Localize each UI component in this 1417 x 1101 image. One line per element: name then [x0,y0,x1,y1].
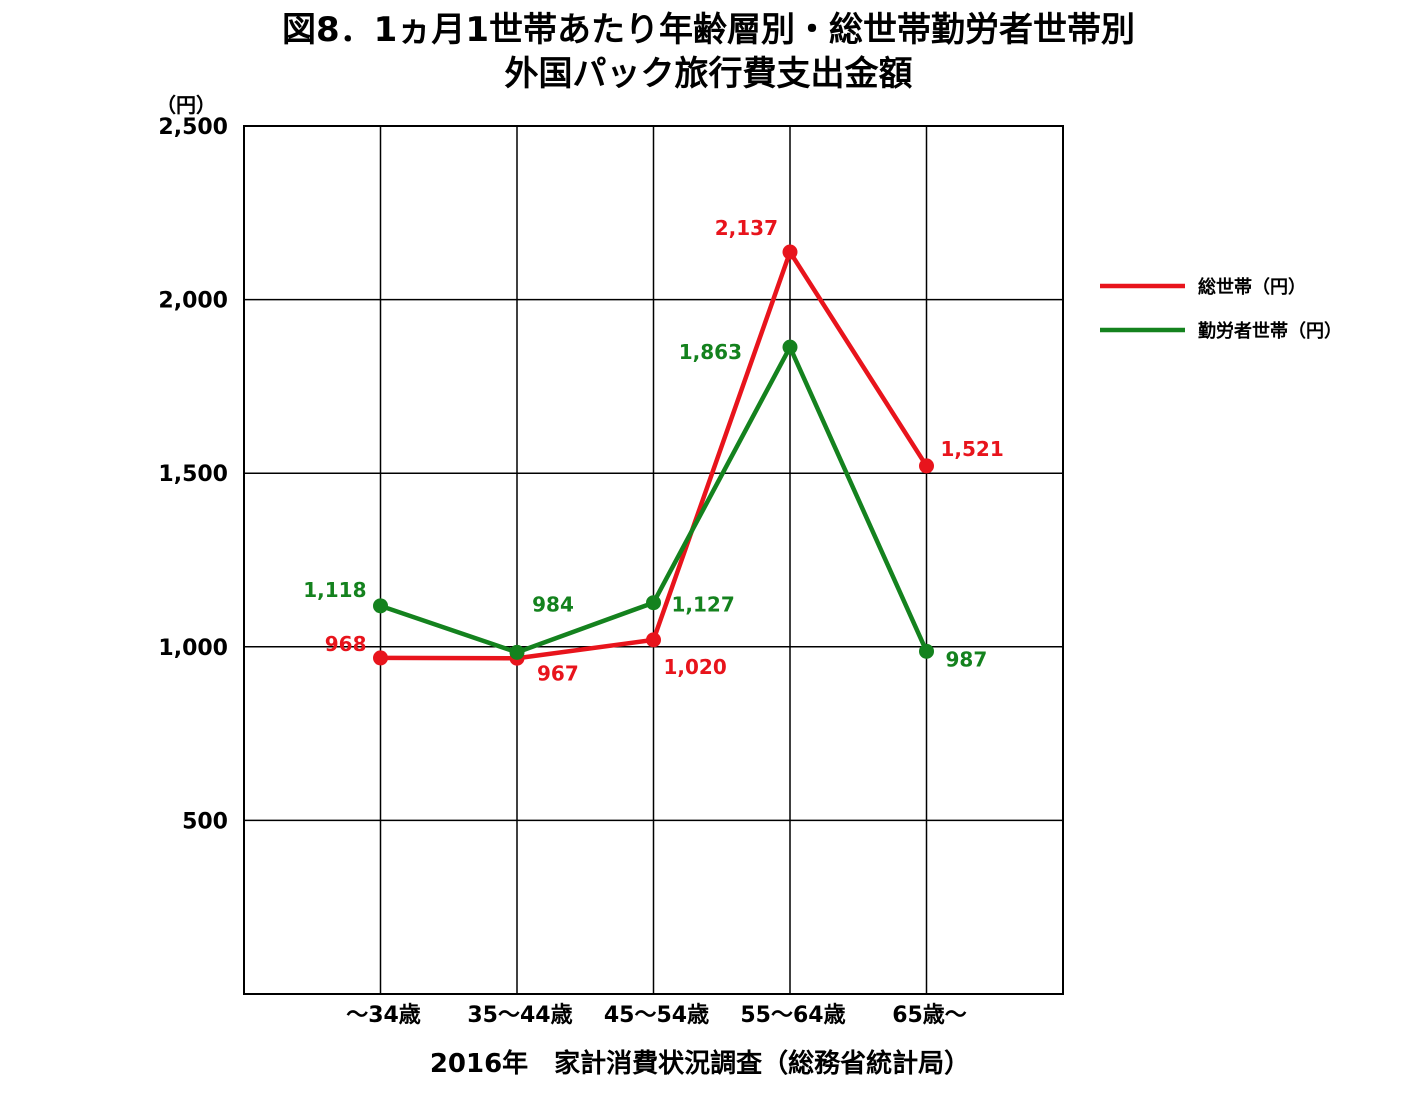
plot-frame [243,125,1064,995]
data-label: 967 [537,661,579,685]
legend-label: 勤労者世帯（円） [1198,320,1342,342]
data-label: 1,020 [664,655,727,679]
data-point [919,458,934,474]
data-label: 1,127 [672,593,735,617]
data-label: 987 [946,647,988,671]
y-tick-label: 1,500 [158,462,228,487]
data-label: 1,521 [941,437,1004,461]
chart-title-line1: 図8．1ヵ月1世帯あたり年齢層別・総世帯勤労者世帯別 [282,10,1135,50]
data-point [373,650,388,666]
y-tick-label: 2,000 [158,289,228,314]
data-point [373,598,388,614]
x-tick-label: 65歳～ [892,1003,967,1028]
x-tick-label: 55～64歳 [740,1003,845,1028]
legend-label: 総世帯（円） [1198,276,1306,298]
data-point [646,595,661,611]
x-tick-label: 35～44歳 [467,1003,572,1028]
chart-title-line2: 外国パック旅行費支出金額 [504,54,913,94]
y-tick-label: 2,500 [158,115,228,140]
data-point [919,643,934,659]
data-point [782,244,798,260]
data-label: 968 [325,632,367,656]
data-point [782,339,798,355]
data-point [509,644,525,660]
source-note: 2016年 家計消費状況調査（総務省統計局） [430,1048,970,1079]
data-label: 1,118 [303,578,366,602]
data-label: 984 [532,592,574,616]
y-axis-unit: （円） [156,93,216,117]
y-tick-label: 500 [182,809,228,834]
data-label: 1,863 [679,340,742,364]
x-tick-label: ～34歳 [346,1003,421,1028]
data-label: 2,137 [715,216,778,240]
y-tick-label: 1,000 [158,636,228,661]
data-point [646,632,661,648]
x-tick-label: 45～54歳 [604,1003,709,1028]
